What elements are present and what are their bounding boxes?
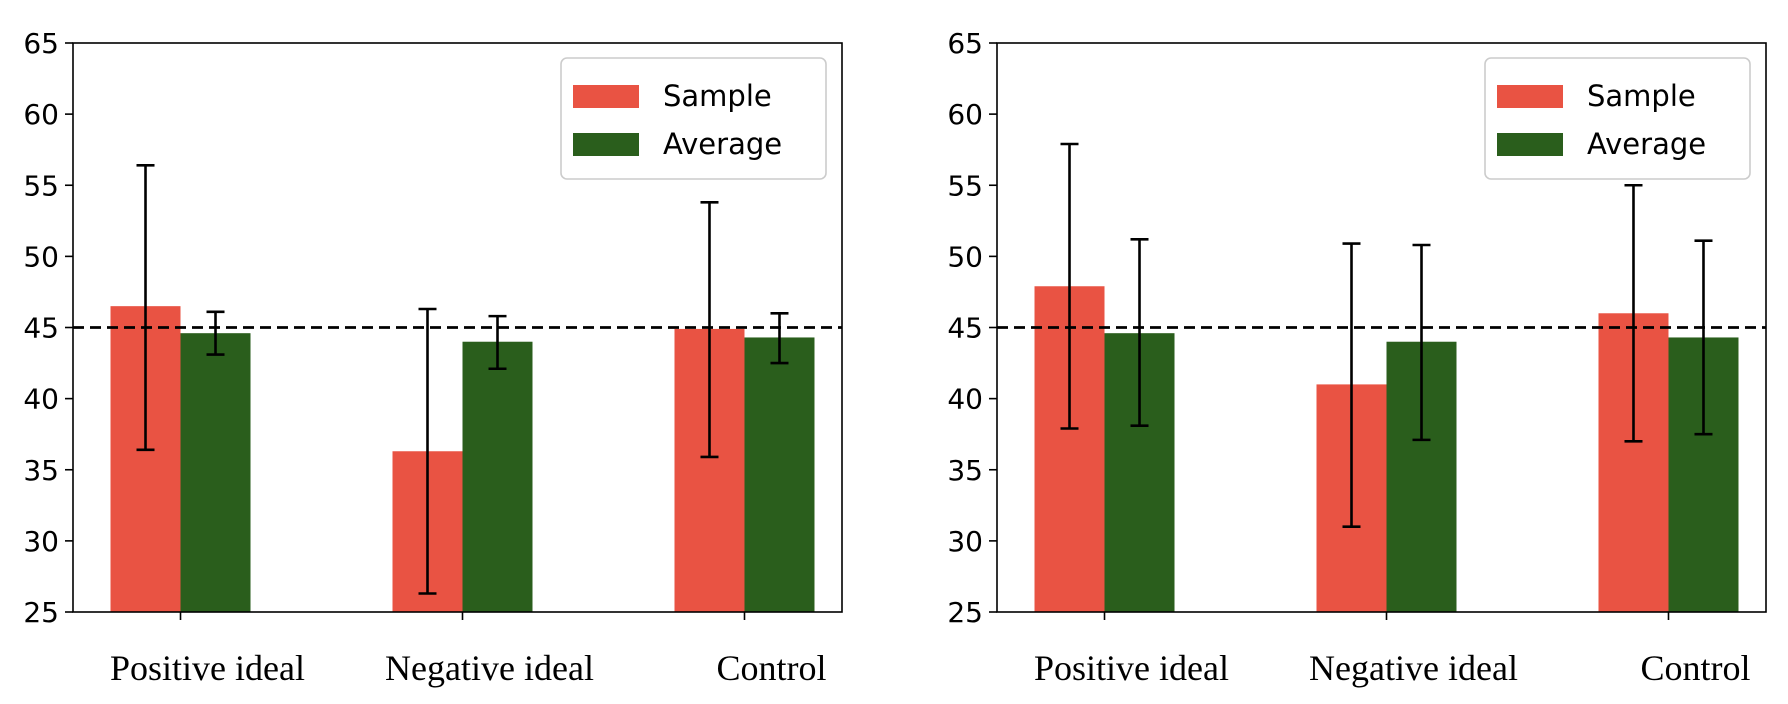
legend-swatch-sample [573,85,639,108]
y-tick-label: 30 [947,525,983,558]
legend-swatch-average [573,133,639,156]
bar-average [180,333,251,612]
y-tick-label: 30 [23,525,59,558]
x-category-label: Positive ideal [1034,648,1229,688]
chart-panel-left: 25 30 35 40 45 50 55 60 65 Positive ideal Negative… [23,27,843,688]
y-tick-label: 45 [947,312,983,345]
y-tick-label: 40 [23,383,59,416]
chart-panel-right: 25 30 35 40 45 50 55 60 65 Positive ideal Negative… [947,27,1767,688]
y-tick-label: 65 [23,27,59,60]
bar-average [744,337,815,612]
legend-label-average: Average [1587,127,1706,161]
y-tick-label: 35 [947,454,983,487]
y-tick-label: 40 [947,383,983,416]
y-tick-label: 25 [23,596,59,629]
legend-swatch-sample [1497,85,1563,108]
x-category-label: Control [1640,648,1750,688]
y-tick-label: 55 [23,169,59,202]
bar-average [462,341,533,612]
legend-swatch-average [1497,133,1563,156]
x-category-label: Control [716,648,826,688]
y-tick-label: 35 [23,454,59,487]
y-tick-label: 55 [947,169,983,202]
x-category-label: Positive ideal [110,648,305,688]
y-tick-label: 60 [23,98,59,131]
x-category-label: Negative ideal [1309,648,1518,688]
legend-label-average: Average [663,127,782,161]
x-category-label: Negative ideal [385,648,594,688]
y-tick-label: 25 [947,596,983,629]
y-tick-label: 60 [947,98,983,131]
y-tick-label: 50 [947,240,983,273]
y-tick-label: 50 [23,240,59,273]
y-tick-label: 65 [947,27,983,60]
legend-label-sample: Sample [1587,79,1696,113]
y-tick-label: 45 [23,312,59,345]
legend-label-sample: Sample [663,79,772,113]
